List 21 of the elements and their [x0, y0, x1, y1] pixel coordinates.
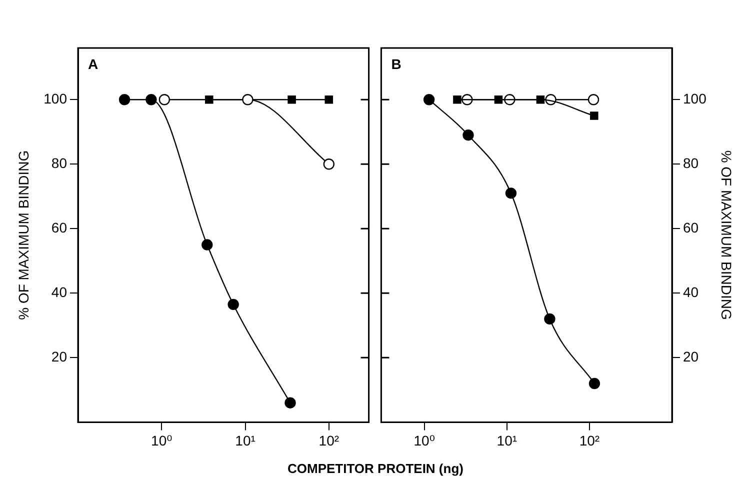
- y-tick-label: 100: [44, 90, 68, 106]
- x-tick-label: 10¹: [235, 432, 256, 448]
- y-tick-label: 60: [51, 220, 68, 236]
- y2-axis-title: % OF MAXIMUM BINDING: [718, 150, 735, 320]
- x-axis-title: COMPETITOR PROTEIN (ng): [286, 461, 464, 476]
- x-tick-label: 10²: [318, 432, 340, 448]
- y-axis-title: % OF MAXIMUM BINDING: [15, 150, 32, 320]
- y-tick-label: 40: [51, 284, 68, 300]
- y2-tick-label: 40: [683, 284, 699, 300]
- y2-tick-label: 60: [683, 220, 699, 236]
- y-tick-label: 80: [51, 154, 68, 171]
- text: B: [391, 56, 402, 72]
- y2-tick-label: 80: [683, 154, 699, 171]
- x-tick-label: 10¹: [496, 432, 518, 448]
- x-tick-label: 10⁰: [151, 432, 173, 448]
- text: A: [88, 56, 98, 72]
- x-tick-label: 10⁰: [414, 432, 436, 448]
- y-tick-label: 20: [51, 348, 68, 365]
- x-tick-label: 10²: [579, 432, 600, 448]
- y2-tick-label: 20: [683, 348, 699, 365]
- y2-tick-label: 100: [683, 90, 707, 106]
